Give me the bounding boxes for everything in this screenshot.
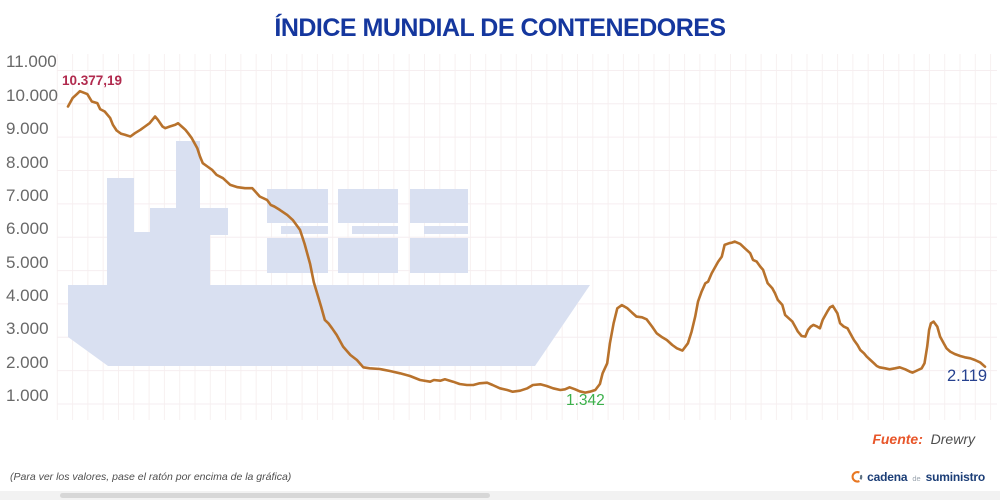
y-axis-tick-label: 10.000 [6, 85, 58, 105]
brand-word-de: de [912, 473, 921, 483]
brand-word-cadena: cadena [867, 469, 908, 484]
brand-logo[interactable]: cadena de suministro [849, 469, 985, 484]
annotation-last-value: 2.119 [947, 367, 988, 385]
annotation-peak-value: 10.377,19 [62, 73, 123, 88]
brand-circle-icon [849, 469, 863, 484]
wci-line-series [66, 89, 987, 394]
y-axis-tick-label: 2.000 [6, 352, 49, 372]
source-note: Fuente: Drewry [872, 431, 975, 447]
page-title: ÍNDICE MUNDIAL DE CONTENEDORES [274, 14, 726, 42]
hover-hint: (Para ver los valores, pase el ratón por… [10, 471, 292, 483]
y-axis-tick-label: 1.000 [6, 386, 49, 405]
scrollbar-thumb[interactable] [60, 493, 490, 498]
y-axis-tick-label: 8.000 [6, 152, 49, 172]
brand-word-suministro: suministro [925, 469, 986, 484]
y-axis-tick-label: 6.000 [6, 219, 49, 239]
y-axis-tick-label: 9.000 [6, 119, 49, 139]
y-axis-tick-label: 4.000 [6, 285, 49, 305]
annotation-min-value: 1.342 [566, 392, 605, 409]
y-axis-tick-label: 11.000 [6, 52, 57, 72]
y-axis-tick-label: 7.000 [6, 185, 49, 205]
scrollbar-track[interactable] [0, 491, 1000, 500]
source-label: Fuente: [872, 431, 923, 447]
y-axis-tick-label: 3.000 [6, 319, 49, 339]
container-ship-watermark [68, 141, 590, 366]
y-axis-tick-label: 5.000 [6, 252, 49, 272]
